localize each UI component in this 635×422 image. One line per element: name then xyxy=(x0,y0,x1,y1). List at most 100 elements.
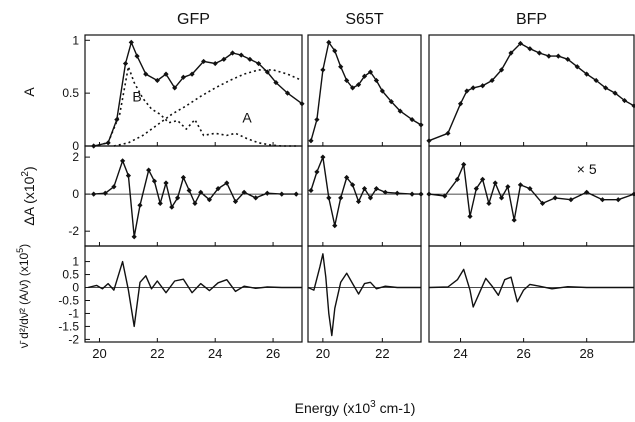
panel-gfp-row3: 10.50-0.5-1-1.5-2 xyxy=(58,245,303,346)
data-point xyxy=(180,174,186,181)
annotation-label: A xyxy=(242,110,252,126)
panel-frame xyxy=(84,145,303,247)
data-point xyxy=(511,217,517,223)
data-point xyxy=(388,99,394,105)
data-point xyxy=(552,195,558,201)
series-line-1 xyxy=(428,42,635,142)
data-point xyxy=(212,60,218,67)
data-point xyxy=(247,56,253,62)
data-point xyxy=(631,191,635,197)
series-line-1 xyxy=(428,163,635,221)
data-point xyxy=(373,185,379,192)
data-point xyxy=(169,204,175,210)
data-point xyxy=(120,158,126,164)
data-point xyxy=(367,69,374,75)
data-point xyxy=(172,85,178,91)
data-point xyxy=(299,101,305,107)
data-point xyxy=(517,40,524,47)
data-point xyxy=(539,200,546,207)
x-axis-label: Energy (x103 cm-1) xyxy=(295,399,416,416)
y-axis-label-derivative: ν̄ d²/dν̄² (A/ν̄) (x105) xyxy=(15,244,31,348)
data-point xyxy=(326,39,332,45)
data-point xyxy=(320,154,326,160)
column-title-gfp: GFP xyxy=(177,11,210,28)
data-point xyxy=(143,71,149,77)
data-point xyxy=(536,50,542,56)
data-point xyxy=(338,195,344,201)
data-point xyxy=(457,101,464,107)
data-point xyxy=(355,82,362,88)
data-point xyxy=(621,97,628,104)
data-point xyxy=(489,77,495,84)
panel-bfp-row3 xyxy=(428,245,635,343)
data-point xyxy=(224,180,230,186)
x-axis-label-sup: 3 xyxy=(370,399,376,410)
data-point xyxy=(186,187,192,194)
series-line-1 xyxy=(428,268,634,308)
data-point xyxy=(332,223,338,229)
data-point xyxy=(555,53,561,59)
annotation-label: × 5 xyxy=(577,161,597,177)
data-point xyxy=(409,116,415,123)
y-tick-label: 1 xyxy=(72,33,79,47)
y-tick-label: 0.5 xyxy=(62,86,79,100)
data-point xyxy=(163,180,169,186)
data-point xyxy=(154,77,160,84)
y-tick-label: -1.5 xyxy=(58,319,79,333)
panel-gfp-row1: 00.51 xyxy=(62,33,305,153)
data-point xyxy=(338,64,344,70)
data-point xyxy=(461,161,467,168)
data-point xyxy=(373,77,379,84)
x-tick-label: 22 xyxy=(375,346,389,361)
data-point xyxy=(189,71,195,77)
series-line-1 xyxy=(93,41,303,147)
data-point xyxy=(584,189,590,195)
data-point xyxy=(426,138,432,144)
data-point xyxy=(498,67,505,73)
panel-s65t-row1 xyxy=(307,34,424,147)
y-tick-label: 0 xyxy=(72,187,79,201)
data-point xyxy=(367,195,374,201)
data-point xyxy=(320,67,326,73)
data-point xyxy=(473,185,479,192)
y-axis-label-delta-a: ΔA (x102) xyxy=(20,166,37,225)
panel-frame xyxy=(428,34,635,147)
y-tick-label: 2 xyxy=(72,150,79,164)
data-point xyxy=(326,195,332,201)
y-tick-label: -2 xyxy=(68,332,79,346)
x-tick-label: 26 xyxy=(266,346,280,361)
data-point xyxy=(426,191,432,197)
series-line-1 xyxy=(87,260,302,328)
panel-frame xyxy=(428,145,635,247)
data-point xyxy=(293,191,299,197)
data-point xyxy=(467,213,473,219)
data-point xyxy=(361,185,368,192)
data-point xyxy=(308,138,314,144)
panel-frame xyxy=(428,245,635,343)
data-point xyxy=(232,198,239,205)
y-tick-label: 0 xyxy=(72,281,79,295)
panel-bfp-row1 xyxy=(426,34,635,147)
data-point xyxy=(508,50,514,56)
x-tick-label: 26 xyxy=(516,346,530,361)
y-tick-label: -2 xyxy=(68,224,79,238)
panel-frame xyxy=(84,245,303,343)
panel-frame xyxy=(307,34,422,147)
data-point xyxy=(445,130,451,136)
data-point xyxy=(308,187,314,194)
x-tick-label: 24 xyxy=(208,346,222,361)
x-tick-label: 24 xyxy=(453,346,467,361)
data-point xyxy=(151,178,158,184)
data-point xyxy=(201,58,207,65)
data-point xyxy=(486,200,492,207)
data-point xyxy=(409,191,415,197)
data-point xyxy=(264,190,270,196)
series-line-1 xyxy=(93,160,297,238)
data-point xyxy=(361,73,368,79)
column-title-bfp: BFP xyxy=(516,11,547,28)
panel-frame xyxy=(307,145,422,247)
data-point xyxy=(505,184,511,190)
data-point xyxy=(137,202,143,208)
data-point xyxy=(631,103,635,109)
